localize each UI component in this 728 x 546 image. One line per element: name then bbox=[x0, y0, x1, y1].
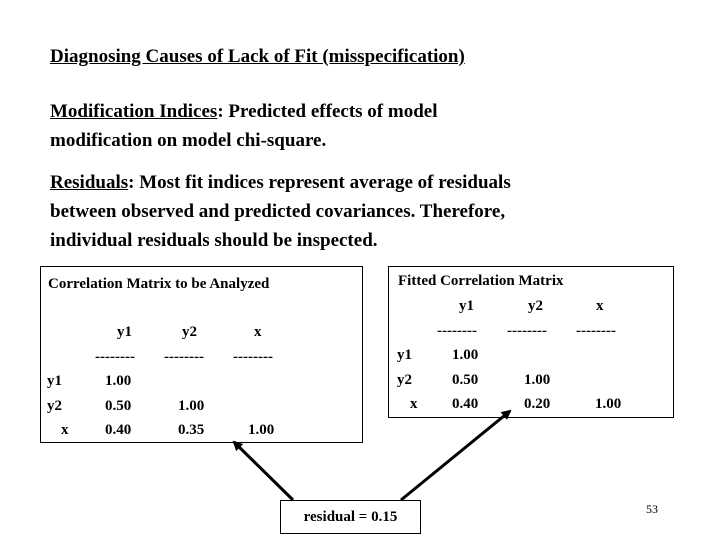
page-number: 53 bbox=[646, 502, 658, 516]
matrix-cell: 1.00 bbox=[178, 398, 205, 414]
residuals-text-3: individual residuals should be inspected… bbox=[50, 230, 378, 251]
matrix-cell: 0.40 bbox=[452, 396, 479, 412]
matrix-cell: 0.50 bbox=[105, 398, 132, 414]
row-label-y2: y2 bbox=[47, 398, 62, 414]
matrix-title: Correlation Matrix to be Analyzed bbox=[48, 276, 270, 292]
row-label-y2: y2 bbox=[397, 372, 412, 388]
row-label-y1: y1 bbox=[397, 347, 412, 363]
col-header-y1: y1 bbox=[459, 298, 474, 314]
dash-rule: -------- bbox=[576, 323, 616, 339]
modification-indices-term: Modification Indices bbox=[50, 101, 218, 122]
col-header-x: x bbox=[596, 298, 604, 314]
residuals-paragraph: Residuals: Most fit indices represent av… bbox=[50, 168, 650, 255]
matrix-cell: 1.00 bbox=[105, 373, 132, 389]
modification-indices-paragraph: Modification Indices: Predicted effects … bbox=[50, 97, 650, 155]
matrix-cell: 1.00 bbox=[248, 422, 275, 438]
matrix-cell: 0.50 bbox=[452, 372, 479, 388]
matrix-cell: 1.00 bbox=[524, 372, 551, 388]
col-header-y2: y2 bbox=[528, 298, 543, 314]
row-label-y1: y1 bbox=[47, 373, 62, 389]
dash-rule: -------- bbox=[507, 323, 547, 339]
matrix-cell: 0.35 bbox=[178, 422, 205, 438]
dash-rule: -------- bbox=[233, 349, 273, 365]
dash-rule: -------- bbox=[164, 349, 204, 365]
residuals-term: Residuals bbox=[50, 172, 129, 193]
modification-indices-text-2: modification on model chi-square. bbox=[50, 130, 327, 151]
residuals-text-2: between observed and predicted covarianc… bbox=[50, 201, 506, 222]
analyzed-correlation-matrix-box: Correlation Matrix to be Analyzed y1 y2 … bbox=[40, 266, 363, 443]
row-label-x: x bbox=[61, 422, 69, 438]
residuals-text-1: : Most fit indices represent average of … bbox=[128, 172, 511, 193]
dash-rule: -------- bbox=[437, 323, 477, 339]
col-header-y2: y2 bbox=[182, 324, 197, 340]
matrix-cell: 0.20 bbox=[524, 396, 551, 412]
col-header-y1: y1 bbox=[117, 324, 132, 340]
modification-indices-text-1: : Predicted effects of model bbox=[217, 101, 438, 122]
col-header-x: x bbox=[254, 324, 262, 340]
matrix-title: Fitted Correlation Matrix bbox=[398, 273, 564, 289]
arrow-to-analyzed-residual bbox=[232, 440, 295, 502]
residual-label-box: residual = 0.15 bbox=[280, 500, 421, 534]
matrix-cell: 1.00 bbox=[452, 347, 479, 363]
arrow-to-fitted-residual bbox=[400, 409, 512, 502]
matrix-cell: 1.00 bbox=[595, 396, 622, 412]
fitted-correlation-matrix-box: Fitted Correlation Matrix y1 y2 x ------… bbox=[388, 266, 674, 418]
residual-label: residual = 0.15 bbox=[303, 508, 398, 525]
row-label-x: x bbox=[410, 396, 418, 412]
dash-rule: -------- bbox=[95, 349, 135, 365]
slide-heading: Diagnosing Causes of Lack of Fit (misspe… bbox=[50, 46, 465, 67]
matrix-cell: 0.40 bbox=[105, 422, 132, 438]
